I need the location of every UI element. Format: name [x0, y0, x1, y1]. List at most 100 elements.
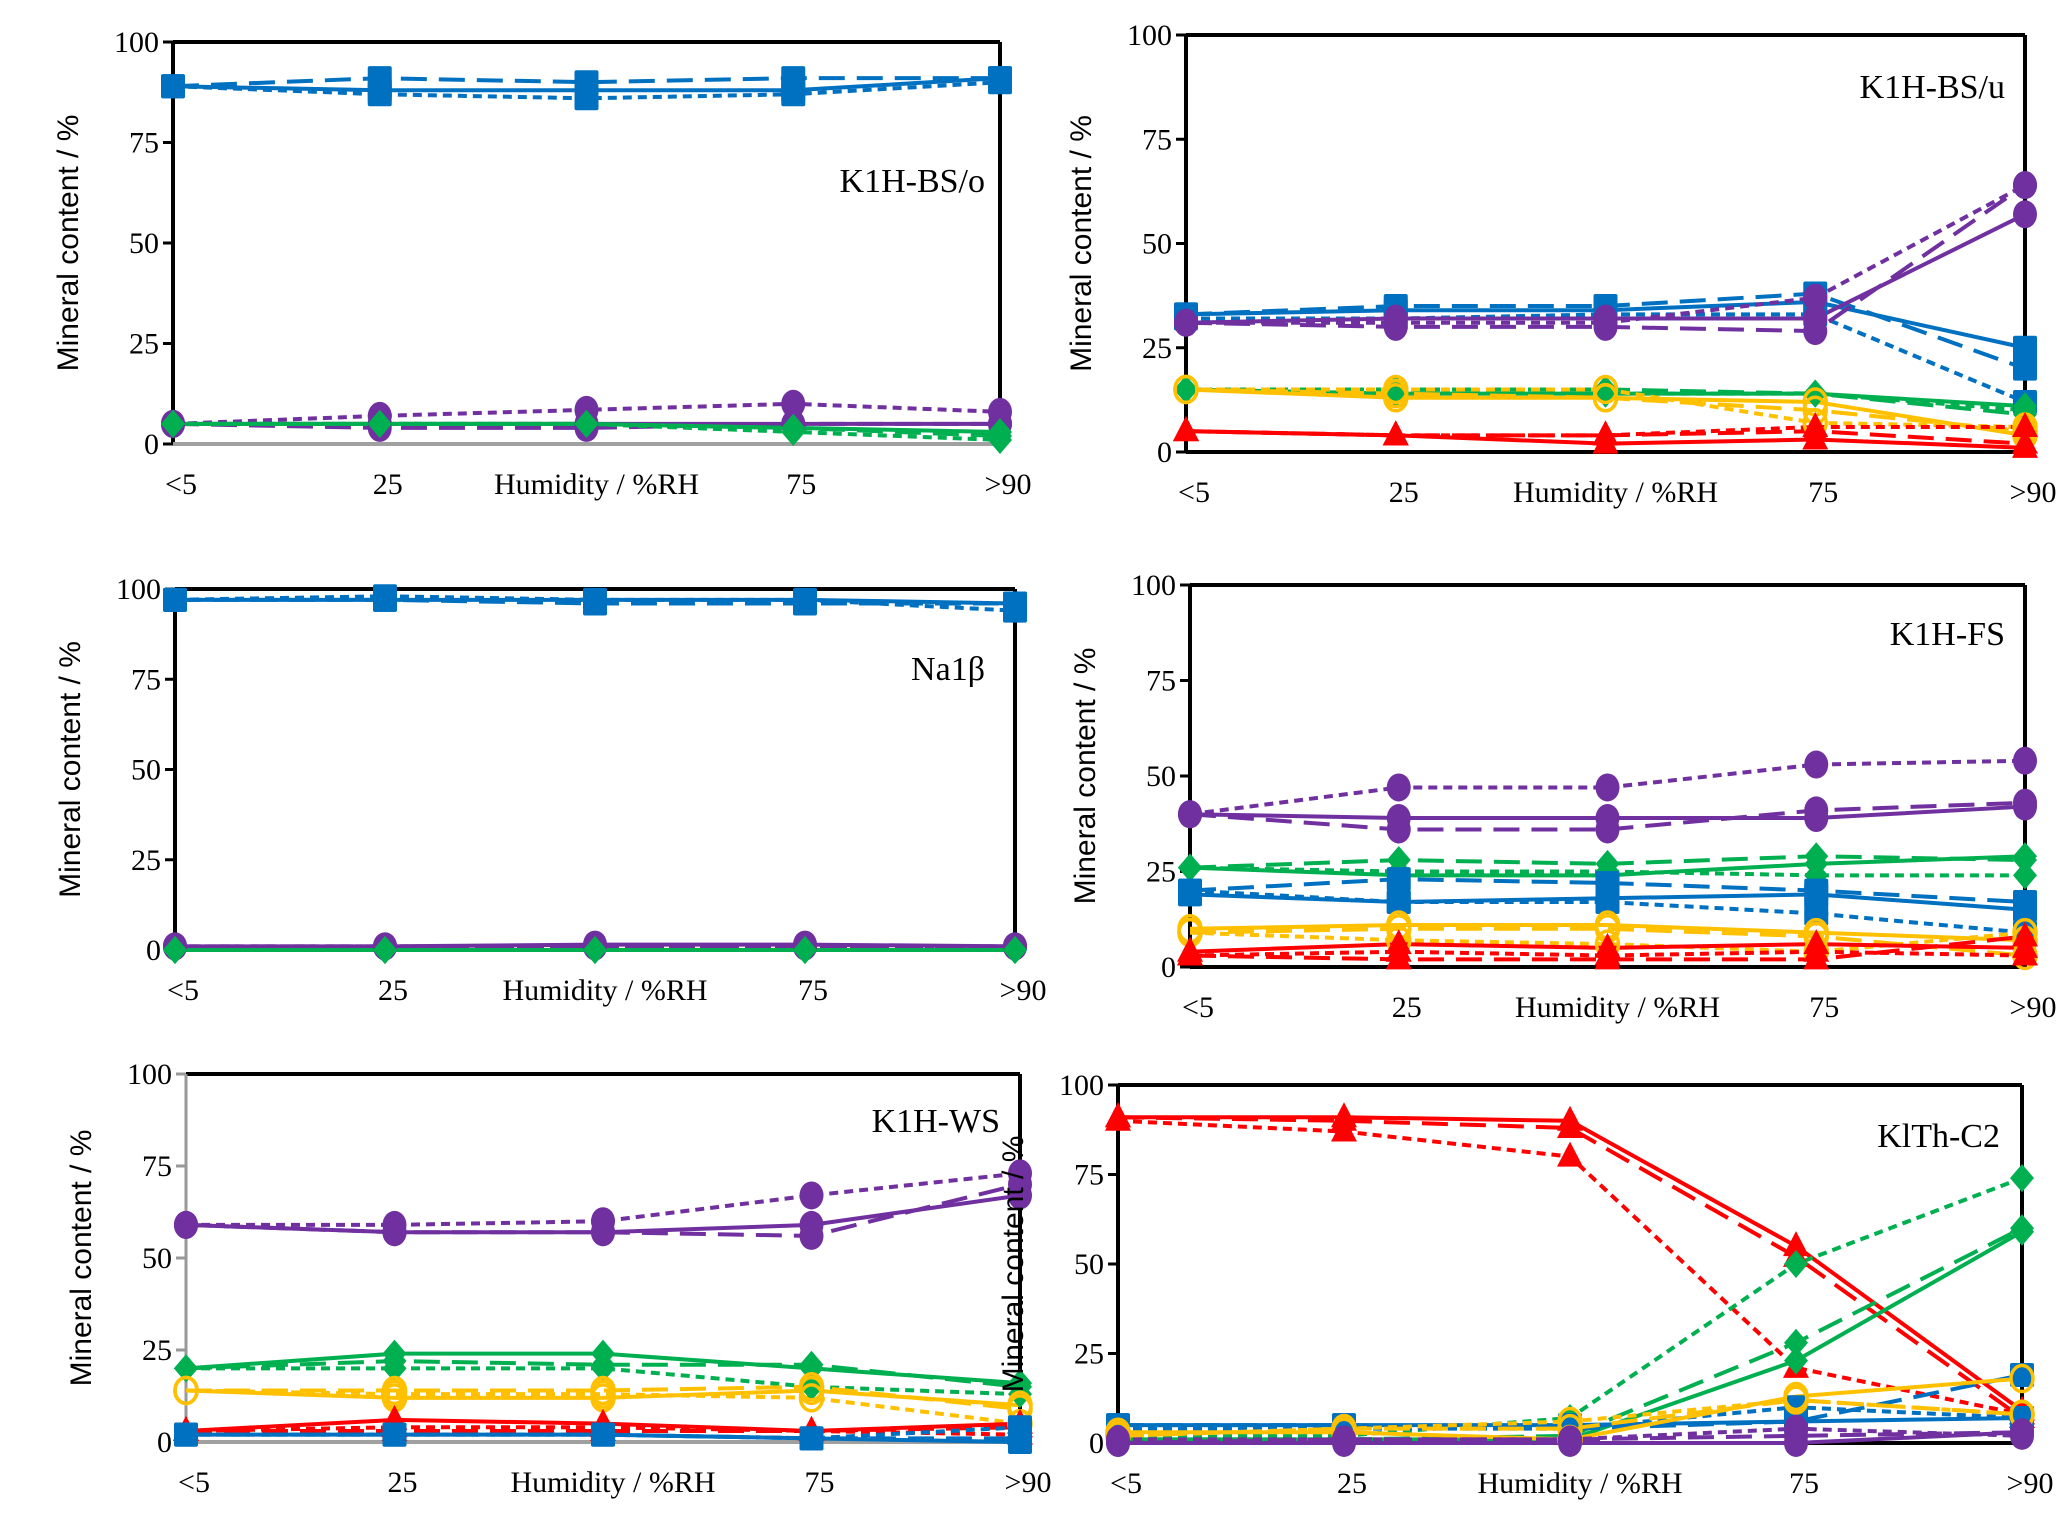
data-point-square	[1178, 878, 1202, 903]
x-tick-label: 25	[1389, 476, 1419, 509]
series-line-square-long	[1189, 877, 2026, 905]
y-tick-label: 75	[129, 127, 159, 160]
data-point-triangle	[2012, 940, 2038, 966]
series-line-circle-long	[172, 421, 1000, 430]
series-line-circle-short	[1186, 183, 2026, 325]
y-tick-label: 25	[129, 328, 159, 361]
panel-title: K1H-BS/o	[840, 163, 985, 200]
y-axis-title: Mineral content / %	[52, 115, 85, 372]
data-point-square	[781, 82, 806, 107]
y-axis-title: Mineral content / %	[1065, 115, 1098, 372]
data-point-square	[1003, 598, 1027, 623]
data-point-triangle	[1173, 416, 1199, 442]
data-point-diamond	[2013, 861, 2037, 890]
data-point-diamond	[1003, 936, 1027, 964]
x-tick-label: 25	[1392, 991, 1422, 1024]
series-line-circle-short	[1189, 758, 2026, 817]
data-point-square	[2013, 890, 2037, 915]
series-line-diamond-short	[1189, 865, 2025, 878]
data-point-diamond	[1178, 853, 1202, 882]
data-point-diamond	[2013, 846, 2037, 875]
y-axis-title: Mineral content / %	[54, 641, 87, 898]
series-line-triangle-short	[185, 1425, 1021, 1437]
data-point-triangle	[1382, 420, 1409, 446]
y-tick-label: 0	[1089, 1427, 1104, 1460]
series-line-circle-long	[185, 1182, 1021, 1238]
x-tick-label: >90	[1005, 1466, 1052, 1499]
data-point-open-circle	[798, 1372, 825, 1402]
y-tick-label: 0	[144, 428, 159, 461]
data-point-diamond	[583, 936, 607, 964]
x-tick-label: 25	[378, 974, 408, 1007]
data-point-triangle	[1803, 936, 1830, 962]
data-point-circle	[988, 397, 1012, 426]
series-line-diamond-short	[186, 1366, 1021, 1397]
data-point-diamond	[373, 936, 397, 964]
data-point-square	[382, 1422, 407, 1447]
data-point-circle	[1595, 815, 1620, 844]
y-tick-label: 75	[1142, 123, 1172, 156]
data-point-circle	[591, 1207, 615, 1236]
y-tick-label: 0	[1161, 951, 1176, 984]
data-point-open-circle	[173, 1375, 199, 1406]
chart-panel-4: 0 25 50 75 100 <5 25 75 >90 Humidity / %RH Mineral…	[1069, 569, 2056, 1024]
y-axis-title: Mineral content / %	[1069, 648, 1102, 905]
x-axis-title: Humidity / %RH	[494, 468, 699, 501]
data-point-square	[1386, 867, 1411, 892]
y-tick-label: 100	[127, 1058, 172, 1091]
data-point-square	[1008, 1415, 1032, 1440]
panel-title: K1H-BS/u	[1860, 69, 2005, 106]
series-line-open-circle-long	[1189, 926, 2026, 958]
data-point-circle	[2010, 1421, 2034, 1450]
panel-title: Na1β	[911, 651, 985, 688]
data-point-triangle	[1594, 940, 1621, 966]
data-point-open-circle	[1383, 374, 1409, 405]
data-point-square	[163, 587, 187, 612]
data-point-circle	[1558, 1425, 1582, 1454]
data-point-square	[591, 1422, 615, 1447]
data-point-circle	[1593, 308, 1618, 337]
data-point-diamond	[1784, 1346, 1808, 1375]
data-point-square	[1386, 890, 1411, 915]
chart-panel-6: 0 25 50 75 100 <5 25 75 >90 Humidity / %RH Mineral…	[997, 1069, 2053, 1500]
x-tick-label: >90	[985, 468, 1032, 501]
x-tick-label: 75	[805, 1466, 835, 1499]
data-point-triangle	[1331, 1116, 1357, 1142]
series-line-square-long	[172, 76, 1000, 89]
data-point-diamond	[2010, 1214, 2034, 1243]
data-point-circle	[1174, 308, 1198, 337]
y-tick-label: 25	[1146, 856, 1176, 889]
y-tick-label: 0	[1157, 436, 1172, 469]
x-tick-label: 75	[1808, 476, 1838, 509]
x-tick-label: >90	[1000, 974, 1047, 1007]
x-tick-label: <5	[1110, 1467, 1142, 1500]
data-point-circle	[2013, 788, 2037, 817]
data-point-square	[988, 70, 1012, 95]
y-tick-label: 75	[131, 663, 161, 696]
x-tick-label: 75	[786, 468, 816, 501]
data-point-circle	[382, 1210, 407, 1239]
data-point-circle	[1332, 1425, 1356, 1454]
data-point-square	[367, 82, 392, 107]
data-point-circle	[1804, 750, 1829, 779]
data-point-circle	[1803, 317, 1828, 346]
y-tick-label: 0	[157, 1426, 172, 1459]
data-point-triangle	[1557, 1141, 1583, 1167]
data-point-triangle	[1177, 940, 1203, 966]
y-tick-label: 75	[1074, 1159, 1104, 1192]
data-point-circle	[1106, 1425, 1130, 1454]
y-tick-label: 25	[142, 1334, 172, 1367]
data-point-diamond	[574, 409, 599, 438]
data-point-square	[373, 584, 397, 609]
data-point-circle	[1386, 773, 1411, 802]
data-point-open-circle	[1592, 383, 1619, 413]
data-point-circle	[1383, 308, 1408, 337]
x-tick-label: <5	[165, 468, 197, 501]
data-point-diamond	[591, 1354, 615, 1383]
data-point-circle	[1803, 283, 1828, 312]
data-point-diamond	[1174, 375, 1198, 404]
y-tick-label: 50	[1142, 228, 1172, 261]
data-point-square	[1804, 901, 1829, 926]
x-tick-label: <5	[178, 1466, 210, 1499]
data-point-circle	[2013, 746, 2037, 775]
